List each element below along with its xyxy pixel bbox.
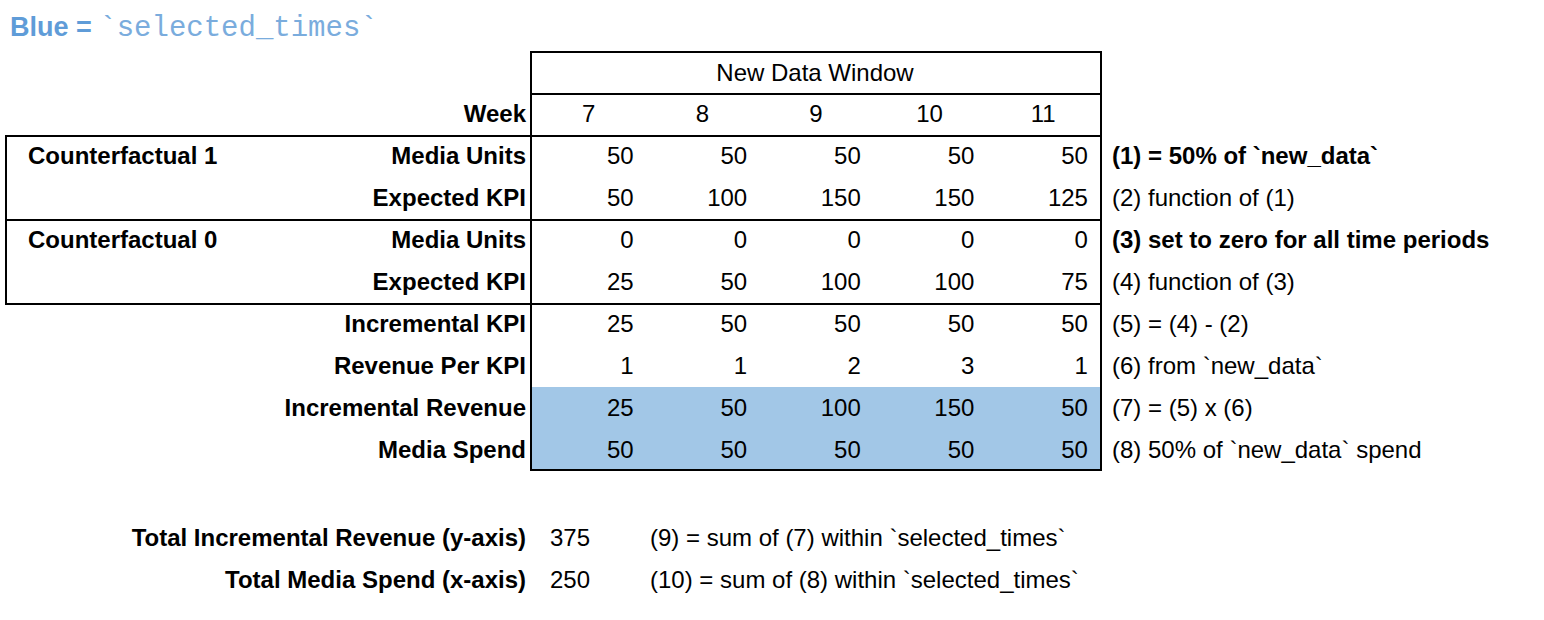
value-cell: 50 (532, 429, 646, 471)
row-label-expected-kpi-cf1: Expected KPI (0, 177, 526, 219)
row-label-incremental-revenue: Incremental Revenue (0, 387, 526, 429)
row-label-media-spend: Media Spend (0, 429, 526, 471)
row-label-revenue-per-kpi: Revenue Per KPI (0, 345, 526, 387)
values-row-incremental-revenue: 25 50 100 150 50 (532, 387, 1100, 429)
value-cell: 50 (986, 303, 1100, 345)
value-cell: 50 (873, 135, 987, 177)
value-cell: 0 (759, 219, 873, 261)
value-cell: 50 (986, 387, 1100, 429)
value-cell: 50 (759, 303, 873, 345)
values-row-expected-kpi-cf1: 50 100 150 150 125 (532, 177, 1100, 219)
row-label-expected-kpi-cf0: Expected KPI (0, 261, 526, 303)
values-row-revenue-per-kpi: 1 1 2 3 1 (532, 345, 1100, 387)
value-cell: 2 (759, 345, 873, 387)
week-number: 11 (986, 93, 1100, 135)
values-row-expected-kpi-cf0: 25 50 100 100 75 (532, 261, 1100, 303)
value-cell: 75 (986, 261, 1100, 303)
value-cell: 0 (532, 219, 646, 261)
week-number: 7 (532, 93, 646, 135)
value-cell: 25 (532, 261, 646, 303)
value-cell: 50 (873, 429, 987, 471)
week-number: 9 (759, 93, 873, 135)
annotation-10: (10) = sum of (8) within `selected_times… (650, 559, 1079, 601)
value-cell: 50 (646, 135, 760, 177)
annotation-5: (5) = (4) - (2) (1112, 303, 1249, 345)
value-cell: 0 (873, 219, 987, 261)
legend-note-prefix: Blue = (10, 12, 99, 43)
value-cell: 150 (759, 177, 873, 219)
value-cell: 3 (873, 345, 987, 387)
value-cell: 50 (646, 387, 760, 429)
value-cell: 0 (646, 219, 760, 261)
total-incremental-revenue-value: 375 (538, 517, 602, 559)
value-cell: 100 (759, 261, 873, 303)
value-cell: 50 (986, 429, 1100, 471)
value-cell: 50 (646, 429, 760, 471)
annotation-1: (1) = 50% of `new_data` (1112, 135, 1378, 177)
row-label-media-units-cf1: Media Units (0, 135, 526, 177)
total-incremental-revenue-label: Total Incremental Revenue (y-axis) (0, 517, 526, 559)
value-cell: 25 (532, 387, 646, 429)
value-cell: 50 (986, 135, 1100, 177)
week-numbers-row: 7 8 9 10 11 (532, 93, 1100, 135)
grid-line-data-right (1100, 51, 1102, 471)
values-row-incremental-kpi: 25 50 50 50 50 (532, 303, 1100, 345)
value-cell: 150 (873, 177, 987, 219)
values-row-media-units-cf0: 0 0 0 0 0 (532, 219, 1100, 261)
new-data-window-header: New Data Window (532, 53, 1098, 93)
annotation-6: (6) from `new_data` (1112, 345, 1323, 387)
annotation-7: (7) = (5) x (6) (1112, 387, 1253, 429)
value-cell: 1 (646, 345, 760, 387)
row-label-media-units-cf0: Media Units (0, 219, 526, 261)
week-row-label: Week (0, 93, 526, 135)
value-cell: 50 (646, 261, 760, 303)
value-cell: 1 (532, 345, 646, 387)
row-label-incremental-kpi: Incremental KPI (0, 303, 526, 345)
figure-canvas: Blue = `selected_times` New Data Window … (0, 0, 1544, 620)
value-cell: 125 (986, 177, 1100, 219)
value-cell: 50 (646, 303, 760, 345)
value-cell: 1 (986, 345, 1100, 387)
values-row-media-units-cf1: 50 50 50 50 50 (532, 135, 1100, 177)
value-cell: 100 (646, 177, 760, 219)
annotation-4: (4) function of (3) (1112, 261, 1295, 303)
legend-note-code: `selected_times` (99, 12, 377, 45)
value-cell: 100 (759, 387, 873, 429)
values-row-media-spend: 50 50 50 50 50 (532, 429, 1100, 471)
total-media-spend-label: Total Media Spend (x-axis) (0, 559, 526, 601)
week-number: 10 (873, 93, 987, 135)
value-cell: 50 (759, 429, 873, 471)
value-cell: 150 (873, 387, 987, 429)
value-cell: 50 (759, 135, 873, 177)
value-cell: 0 (986, 219, 1100, 261)
value-cell: 100 (873, 261, 987, 303)
annotation-2: (2) function of (1) (1112, 177, 1295, 219)
annotation-3: (3) set to zero for all time periods (1112, 219, 1489, 261)
value-cell: 50 (532, 135, 646, 177)
annotation-8: (8) 50% of `new_data` spend (1112, 429, 1422, 471)
total-media-spend-value: 250 (538, 559, 602, 601)
value-cell: 25 (532, 303, 646, 345)
week-number: 8 (646, 93, 760, 135)
value-cell: 50 (873, 303, 987, 345)
annotation-9: (9) = sum of (7) within `selected_times` (650, 517, 1065, 559)
value-cell: 50 (532, 177, 646, 219)
legend-note: Blue = `selected_times` (10, 12, 378, 45)
